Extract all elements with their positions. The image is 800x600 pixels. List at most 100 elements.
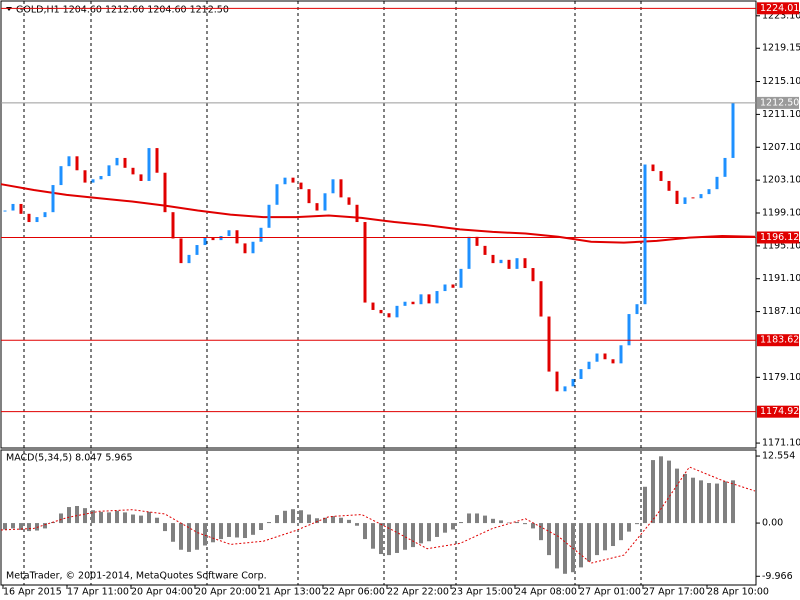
macd-bar <box>187 523 191 552</box>
macd-bar <box>731 480 735 524</box>
macd-bar <box>531 523 535 529</box>
candle <box>179 238 183 264</box>
candle <box>371 302 375 310</box>
x-tick-label: 16 Apr 2015 <box>3 587 62 598</box>
macd-bar <box>131 514 135 524</box>
candle <box>715 176 719 190</box>
y-tick-label: 1179.10 <box>762 372 800 383</box>
y-tick-label: 1195.10 <box>762 240 800 251</box>
candle <box>395 305 399 318</box>
macd-bar <box>723 481 727 524</box>
candle <box>619 345 623 364</box>
candle <box>11 203 15 211</box>
macd-bar <box>195 523 199 550</box>
macd-bar <box>507 522 511 524</box>
macd-bar <box>123 512 127 524</box>
price-level-label: 1224.01 <box>760 3 799 14</box>
candle <box>699 194 703 199</box>
candle <box>19 203 23 214</box>
macd-bar <box>211 523 215 543</box>
macd-bar <box>643 486 647 524</box>
candle <box>331 179 335 194</box>
candle <box>499 259 503 264</box>
candle <box>283 177 287 185</box>
macd-bar <box>19 523 23 531</box>
macd-bar <box>59 513 63 524</box>
macd-bar <box>307 514 311 524</box>
candle <box>75 156 79 171</box>
macd-bar <box>419 523 423 544</box>
macd-panel-border <box>0 449 757 586</box>
macd-bar <box>243 523 247 539</box>
macd-bar <box>523 523 527 525</box>
candle <box>315 203 319 211</box>
macd-bar <box>443 523 447 533</box>
y-tick-label: 0.00 <box>762 518 783 529</box>
y-tick-label: 1191.10 <box>762 273 800 284</box>
macd-bar <box>491 518 495 524</box>
candle <box>347 197 351 205</box>
candle <box>299 182 303 190</box>
candle <box>59 166 63 186</box>
macd-bar <box>283 510 287 524</box>
macd-bar <box>227 523 231 537</box>
candle <box>51 185 55 213</box>
candle <box>691 197 695 199</box>
y-tick-label: 1199.10 <box>762 207 800 218</box>
macd-bar <box>139 515 143 524</box>
candle <box>539 281 543 317</box>
candle <box>43 212 47 218</box>
x-tick-label: 23 Apr 15:00 <box>451 587 513 598</box>
candle <box>491 254 495 264</box>
candle <box>651 164 655 172</box>
candle <box>523 258 527 269</box>
candle <box>451 284 455 288</box>
candle <box>107 165 111 177</box>
y-tick-label: 1211.10 <box>762 109 800 120</box>
candle <box>611 359 615 364</box>
candle <box>595 353 599 362</box>
candle <box>187 254 191 264</box>
candle <box>139 174 143 181</box>
macd-bar <box>115 510 119 524</box>
macd-bar <box>563 523 567 574</box>
price-level-label: 1174.92 <box>760 406 799 417</box>
macd-bar <box>659 456 663 524</box>
candle <box>515 258 519 269</box>
candle <box>723 157 727 177</box>
macd-bar <box>11 523 15 529</box>
main-panel-border <box>0 0 757 449</box>
macd-bar <box>347 519 351 524</box>
candle <box>243 243 247 254</box>
footer: MetaTrader, © 2001-2014, MetaQuotes Soft… <box>6 571 267 582</box>
macd-bar <box>147 511 151 524</box>
macd-bar <box>107 512 111 524</box>
candle <box>203 237 207 246</box>
candle <box>91 179 95 183</box>
candle <box>571 378 575 387</box>
candle <box>67 156 71 167</box>
macd-bar <box>483 515 487 524</box>
macd-bar <box>499 520 503 524</box>
candle <box>27 213 31 223</box>
macd-bar <box>579 523 583 568</box>
y-tick-label: 1203.10 <box>762 175 800 186</box>
y-tick-label: 1215.10 <box>762 76 800 87</box>
candle <box>323 193 327 211</box>
macd-bar <box>515 522 519 524</box>
macd-bar <box>91 510 95 524</box>
macd-bar <box>675 468 679 524</box>
candle <box>115 157 119 166</box>
candle <box>163 172 167 213</box>
macd-bar <box>619 523 623 541</box>
x-tick-label: 20 Apr 04:00 <box>131 587 193 598</box>
macd-bar <box>651 460 655 524</box>
macd-bar <box>715 483 719 524</box>
macd-bar <box>707 483 711 524</box>
candle <box>587 361 591 370</box>
y-tick-label: 1207.10 <box>762 142 800 153</box>
candle <box>579 369 583 379</box>
y-tick-label: 1187.10 <box>762 306 800 317</box>
candle <box>267 204 271 228</box>
macd-bar <box>379 523 383 555</box>
